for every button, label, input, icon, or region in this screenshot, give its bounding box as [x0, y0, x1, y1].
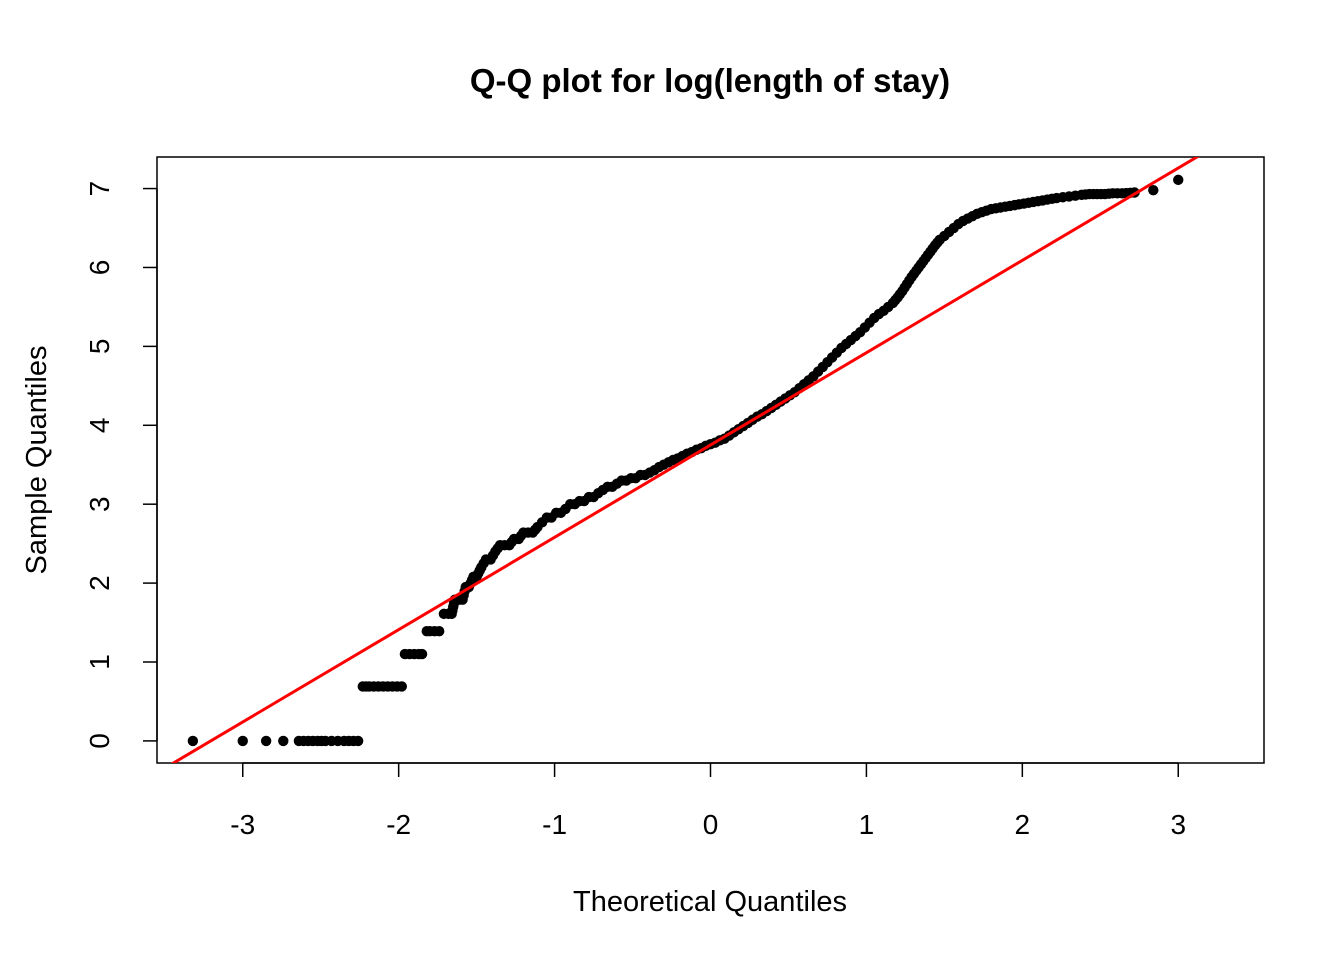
y-tick-label: 7: [84, 181, 115, 197]
data-point: [1173, 174, 1184, 186]
y-tick-label: 0: [84, 733, 115, 749]
y-tick-label: 4: [84, 417, 115, 433]
x-axis-label: Theoretical Quantiles: [573, 886, 847, 918]
data-point: [352, 735, 364, 747]
plot-marks: [170, 0, 1233, 763]
y-tick-label: 6: [84, 260, 115, 276]
x-tick-label: 3: [1170, 809, 1186, 840]
y-axis-label: Sample Quantiles: [21, 346, 53, 575]
data-point: [416, 648, 428, 660]
x-tick-label: -3: [230, 809, 255, 840]
x-axis: -3 -2 -1 0 1 2 3: [230, 762, 1186, 840]
x-tick-label: -1: [542, 809, 567, 840]
x-tick-label: 2: [1015, 809, 1031, 840]
y-tick-label: 2: [84, 575, 115, 591]
x-tick-label: -2: [386, 809, 411, 840]
x-tick-label: 1: [859, 809, 875, 840]
data-point: [396, 681, 407, 692]
y-tick-label: 1: [84, 654, 115, 670]
plot-area: [170, 0, 1233, 763]
data-point: [260, 735, 272, 747]
y-tick-label: 3: [84, 496, 115, 512]
y-axis: 0 1 2 3 4 5 6 7: [84, 181, 158, 749]
data-point: [237, 735, 248, 747]
qq-reference-line: [170, 157, 1200, 763]
y-tick-label: 5: [84, 339, 115, 355]
data-point: [1223, 0, 1233, 5]
plot-frame: [156, 156, 1265, 764]
data-point: [434, 626, 445, 637]
chart-title: Q-Q plot for log(length of stay): [470, 62, 950, 99]
x-tick-label: 0: [703, 809, 719, 840]
data-point: [278, 735, 289, 747]
data-point: [187, 735, 199, 747]
data-point: [1148, 184, 1159, 196]
